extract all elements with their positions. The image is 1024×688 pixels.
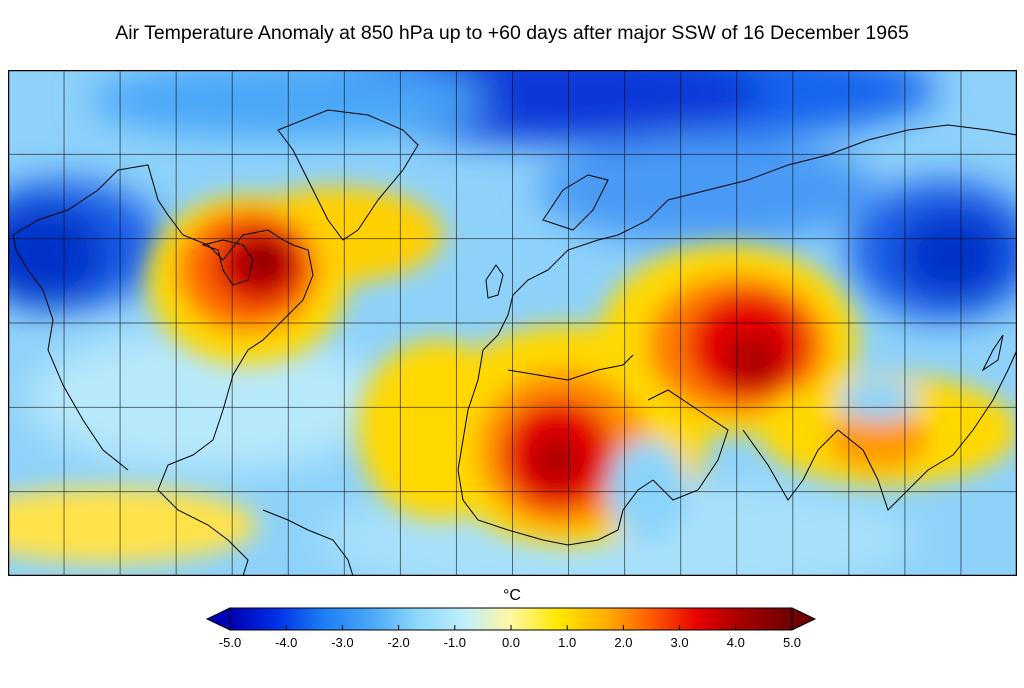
lat-lon-grid xyxy=(8,70,1017,576)
colorbar-tick-label: 0.0 xyxy=(502,635,520,650)
colorbar: -5.0 -4.0 -3.0 -2.0 -1.0 0.0 1.0 2.0 3.0 4.0 5.0 °… xyxy=(0,580,1024,688)
colorbar-tick-label: -3.0 xyxy=(331,635,353,650)
colorbar-tick-label: -4.0 xyxy=(275,635,297,650)
anomaly-map xyxy=(8,70,1017,576)
colorbar-tick-label: 2.0 xyxy=(614,635,632,650)
colorbar-tick-label: 3.0 xyxy=(671,635,689,650)
colorbar-extend-max xyxy=(791,607,817,631)
colorbar-tick-label: -2.0 xyxy=(387,635,409,650)
colorbar-tick-label: -5.0 xyxy=(219,635,241,650)
colorbar-graphic: -5.0 -4.0 -3.0 -2.0 -1.0 0.0 1.0 2.0 3.0 4.0 5.0 xyxy=(205,607,817,650)
colorbar-tick-label: 5.0 xyxy=(783,635,801,650)
map-frame xyxy=(8,70,1017,576)
colorbar-extend-min xyxy=(205,607,231,631)
colorbar-tick-label: 1.0 xyxy=(558,635,576,650)
colorbar-tick-label: -1.0 xyxy=(444,635,466,650)
colorbar-ticks: -5.0 -4.0 -3.0 -2.0 -1.0 0.0 1.0 2.0 3.0 4.0 5.0 xyxy=(219,625,801,650)
coastlines xyxy=(12,109,1017,576)
colorbar-tick-label: 4.0 xyxy=(727,635,745,650)
map-title: Air Temperature Anomaly at 850 hPa up to… xyxy=(115,22,909,44)
colorbar-unit: °C xyxy=(503,587,521,604)
